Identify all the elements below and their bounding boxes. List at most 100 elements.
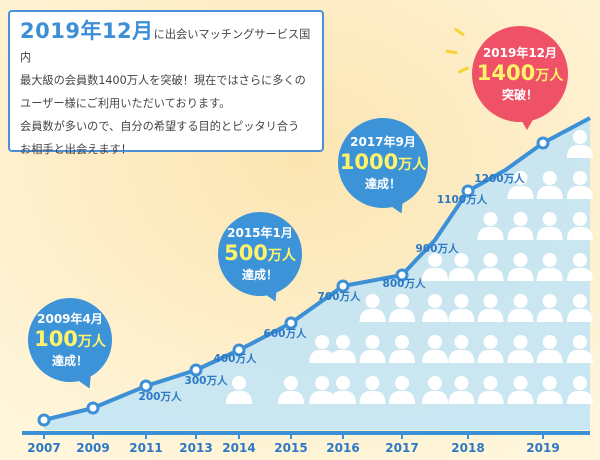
data-label: 900万人: [416, 242, 459, 255]
person-icon: [389, 308, 415, 322]
person-icon: [507, 390, 534, 404]
milestone-status: 突破！: [501, 87, 538, 102]
person-icon: [309, 390, 336, 404]
person-icon: [572, 294, 587, 308]
person-icon: [428, 376, 442, 390]
person-icon: [454, 376, 469, 390]
person-icon: [428, 335, 442, 349]
milestone-bubble-2017: 2017年9月 1000万人 達成！: [338, 118, 428, 208]
person-icon: [572, 171, 587, 185]
milestone-date: 2019年12月: [482, 45, 558, 60]
person-icon: [572, 130, 587, 144]
person-icon: [566, 267, 593, 281]
x-tick-label: 2009: [76, 441, 109, 455]
milestone-number: 1000万人: [339, 149, 427, 174]
person-icon: [513, 294, 528, 308]
person-icon: [336, 335, 350, 349]
person-icon: [330, 390, 356, 404]
person-icon: [513, 171, 528, 185]
data-label: 300万人: [185, 374, 228, 387]
data-point-marker: [37, 413, 51, 427]
person-icon: [536, 185, 563, 199]
person-icon: [507, 226, 534, 240]
milestone-date: 2017年9月: [350, 134, 416, 149]
person-icon: [226, 390, 252, 404]
person-icon: [395, 335, 409, 349]
person-icon: [507, 185, 534, 199]
x-tick-label: 2016: [326, 441, 359, 455]
data-point-marker: [536, 136, 550, 150]
x-axis-tick: [467, 431, 469, 439]
person-icon: [395, 294, 409, 308]
data-point-marker: [461, 184, 475, 198]
person-icon: [454, 253, 469, 267]
x-tick-label: 2019: [526, 441, 559, 455]
person-icon: [483, 335, 498, 349]
person-icon: [536, 390, 563, 404]
person-icon: [330, 349, 356, 363]
x-axis-tick: [92, 431, 94, 439]
milestone-bubble-2019: 2019年12月 1400万人 突破！: [472, 26, 568, 122]
person-icon: [315, 376, 330, 390]
x-tick-label: 2015: [274, 441, 307, 455]
person-icon: [513, 253, 528, 267]
person-icon: [566, 185, 593, 199]
info-box: 2019年12月に出会いマッチングサービス国内 最大級の会員数1400万人を突破…: [8, 10, 324, 156]
person-icon: [483, 212, 498, 226]
person-icon: [542, 294, 557, 308]
data-point-marker: [336, 279, 350, 293]
person-icon: [483, 294, 498, 308]
person-icon: [536, 267, 563, 281]
person-icon: [542, 376, 557, 390]
data-label: 200万人: [139, 390, 182, 403]
person-icon: [483, 376, 498, 390]
milestone-bubble-2015: 2015年1月 500万人 達成！: [218, 212, 302, 296]
person-icon: [278, 390, 304, 404]
person-icon: [477, 267, 504, 281]
person-icon: [448, 308, 475, 322]
milestone-status: 達成！: [364, 176, 401, 191]
x-tick-label: 2014: [222, 441, 255, 455]
x-axis-tick: [145, 431, 147, 439]
data-point-marker: [284, 316, 298, 330]
person-icon: [566, 390, 593, 404]
person-icon: [428, 253, 442, 267]
person-icon: [542, 212, 557, 226]
person-icon: [542, 335, 557, 349]
milestone-status: 達成！: [241, 267, 278, 282]
data-point-marker: [395, 268, 409, 282]
milestone-status: 達成！: [51, 353, 88, 368]
x-axis-tick: [43, 431, 45, 439]
data-label: 400万人: [214, 352, 257, 365]
person-icon: [507, 349, 534, 363]
person-icon: [477, 226, 504, 240]
person-icon: [428, 294, 442, 308]
person-icon: [542, 253, 557, 267]
data-point-marker: [232, 343, 246, 357]
data-point-marker: [86, 401, 100, 415]
person-icon: [572, 335, 587, 349]
person-icon: [507, 267, 534, 281]
milestone-number: 1400万人: [476, 60, 564, 85]
info-line-5: お相手と出会えます！: [20, 143, 132, 156]
info-line-1-text: に出会いマッチングサービス国内: [20, 28, 311, 64]
data-label: 1100万人: [437, 193, 488, 206]
data-label: 1200万人: [474, 172, 525, 185]
person-icon: [513, 376, 528, 390]
person-icon: [477, 390, 504, 404]
milestone-tail-2019: [520, 118, 534, 130]
person-icon: [483, 253, 498, 267]
person-icon: [315, 335, 330, 349]
person-icon: [566, 144, 593, 158]
person-icon: [422, 349, 448, 363]
x-axis-tick: [342, 431, 344, 439]
person-icon: [566, 226, 593, 240]
milestone-number: 500万人: [224, 240, 296, 265]
person-icon: [477, 349, 504, 363]
person-icon: [454, 335, 469, 349]
person-icon: [536, 226, 563, 240]
person-icon: [359, 390, 386, 404]
person-icon: [448, 390, 475, 404]
info-line-3: ユーザー様にご利用いただいております。: [20, 97, 231, 110]
person-icon: [572, 212, 587, 226]
